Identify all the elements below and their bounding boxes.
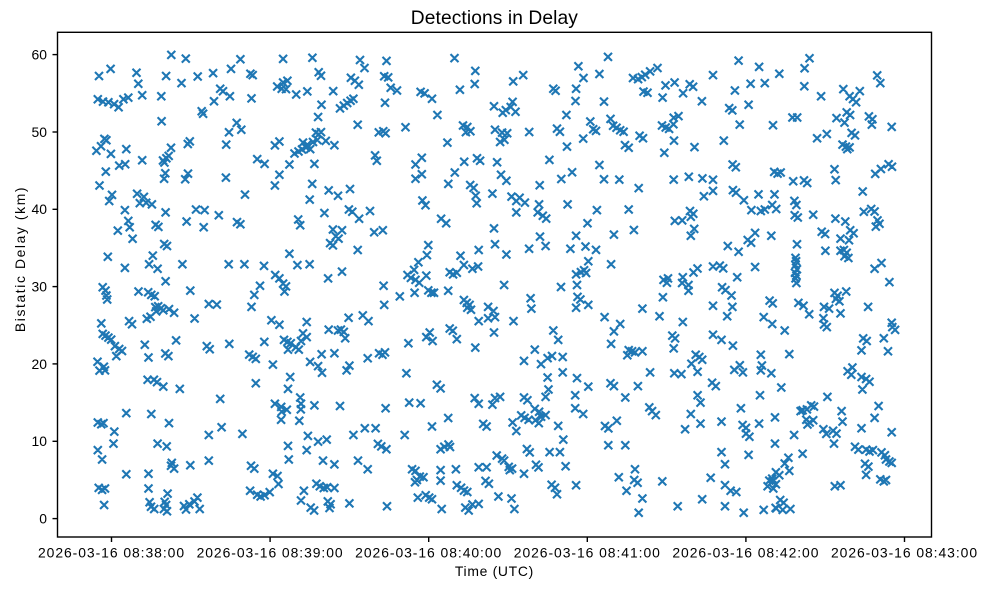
svg-text:2026-03-16 08:40:00: 2026-03-16 08:40:00 bbox=[355, 545, 502, 561]
svg-text:20: 20 bbox=[32, 356, 48, 372]
svg-text:2026-03-16 08:42:00: 2026-03-16 08:42:00 bbox=[672, 545, 819, 561]
svg-text:Detections in Delay: Detections in Delay bbox=[411, 8, 579, 29]
svg-text:2026-03-16 08:41:00: 2026-03-16 08:41:00 bbox=[514, 545, 661, 561]
svg-text:2026-03-16 08:39:00: 2026-03-16 08:39:00 bbox=[197, 545, 344, 561]
svg-text:10: 10 bbox=[32, 433, 48, 449]
svg-text:0: 0 bbox=[39, 511, 47, 527]
svg-text:Time (UTC): Time (UTC) bbox=[455, 563, 534, 579]
svg-text:50: 50 bbox=[32, 124, 48, 140]
svg-text:30: 30 bbox=[32, 279, 48, 295]
svg-text:40: 40 bbox=[32, 201, 48, 217]
svg-text:Bistatic Delay (km): Bistatic Delay (km) bbox=[12, 186, 28, 332]
svg-text:60: 60 bbox=[32, 47, 48, 63]
svg-text:2026-03-16 08:38:00: 2026-03-16 08:38:00 bbox=[38, 545, 185, 561]
svg-text:2026-03-16 08:43:00: 2026-03-16 08:43:00 bbox=[831, 545, 978, 561]
